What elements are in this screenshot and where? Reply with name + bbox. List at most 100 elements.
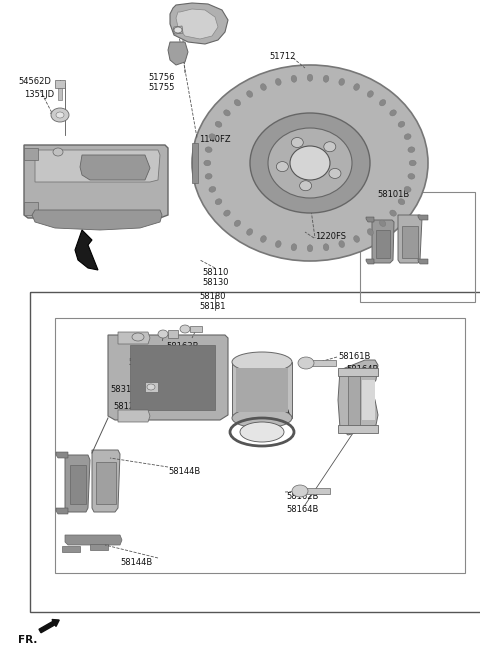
Ellipse shape xyxy=(276,161,288,172)
Ellipse shape xyxy=(367,91,373,97)
Ellipse shape xyxy=(323,244,329,251)
Ellipse shape xyxy=(339,79,345,85)
Polygon shape xyxy=(80,155,150,180)
Text: 58164B: 58164B xyxy=(346,365,378,374)
Polygon shape xyxy=(338,425,378,433)
Ellipse shape xyxy=(51,108,69,122)
Polygon shape xyxy=(418,259,428,264)
Ellipse shape xyxy=(250,113,370,213)
Polygon shape xyxy=(70,465,86,504)
Ellipse shape xyxy=(339,241,345,247)
Ellipse shape xyxy=(147,384,155,390)
Ellipse shape xyxy=(291,75,297,82)
Ellipse shape xyxy=(132,333,144,341)
Ellipse shape xyxy=(224,110,230,116)
Ellipse shape xyxy=(268,128,352,198)
Ellipse shape xyxy=(408,147,415,152)
Text: FR.: FR. xyxy=(18,635,37,645)
Polygon shape xyxy=(232,362,292,418)
Polygon shape xyxy=(168,42,188,65)
Ellipse shape xyxy=(292,485,308,497)
Text: 58144B: 58144B xyxy=(168,467,200,476)
Polygon shape xyxy=(192,143,198,183)
Ellipse shape xyxy=(300,180,312,191)
Ellipse shape xyxy=(390,110,396,116)
Ellipse shape xyxy=(408,174,415,179)
Polygon shape xyxy=(170,3,228,44)
Ellipse shape xyxy=(409,160,416,166)
Polygon shape xyxy=(56,508,68,514)
Polygon shape xyxy=(96,462,116,504)
Ellipse shape xyxy=(298,357,314,369)
Polygon shape xyxy=(366,259,374,264)
Polygon shape xyxy=(338,368,378,376)
Ellipse shape xyxy=(232,352,292,372)
Ellipse shape xyxy=(354,236,360,242)
Ellipse shape xyxy=(205,174,212,179)
Polygon shape xyxy=(35,150,160,182)
Text: 58163B: 58163B xyxy=(166,342,199,351)
Ellipse shape xyxy=(215,199,222,205)
Polygon shape xyxy=(118,410,150,422)
Ellipse shape xyxy=(323,75,329,82)
Ellipse shape xyxy=(307,74,313,81)
Ellipse shape xyxy=(329,169,341,178)
Ellipse shape xyxy=(261,84,266,91)
Polygon shape xyxy=(402,226,418,258)
Ellipse shape xyxy=(234,220,240,226)
Polygon shape xyxy=(376,230,390,258)
Ellipse shape xyxy=(205,147,212,152)
Text: 58110
58130: 58110 58130 xyxy=(202,268,228,287)
Polygon shape xyxy=(108,335,228,420)
Ellipse shape xyxy=(390,210,396,216)
Ellipse shape xyxy=(247,229,252,236)
Ellipse shape xyxy=(404,134,411,140)
Ellipse shape xyxy=(224,210,230,216)
Polygon shape xyxy=(372,220,394,263)
Ellipse shape xyxy=(53,148,63,156)
Ellipse shape xyxy=(379,220,386,226)
Bar xyxy=(55,318,465,573)
FancyArrow shape xyxy=(39,619,59,633)
Ellipse shape xyxy=(240,422,284,442)
Ellipse shape xyxy=(234,100,240,106)
Polygon shape xyxy=(362,380,375,420)
Ellipse shape xyxy=(174,27,182,33)
Polygon shape xyxy=(75,230,98,270)
Ellipse shape xyxy=(398,199,405,205)
Polygon shape xyxy=(130,345,215,410)
Ellipse shape xyxy=(404,186,411,192)
Polygon shape xyxy=(90,544,108,550)
Ellipse shape xyxy=(291,244,297,251)
Ellipse shape xyxy=(379,100,386,106)
Text: 51712: 51712 xyxy=(270,52,296,61)
Ellipse shape xyxy=(215,121,222,127)
Polygon shape xyxy=(55,80,65,88)
Polygon shape xyxy=(58,88,62,100)
Ellipse shape xyxy=(276,79,281,85)
Text: 58180
58181: 58180 58181 xyxy=(200,292,226,312)
Ellipse shape xyxy=(192,65,428,261)
Polygon shape xyxy=(338,360,378,435)
Polygon shape xyxy=(24,202,38,215)
Polygon shape xyxy=(398,215,422,263)
Text: 58144B: 58144B xyxy=(120,558,152,567)
Text: 1220FS: 1220FS xyxy=(315,232,346,241)
Text: 58112: 58112 xyxy=(236,375,262,384)
Bar xyxy=(360,192,475,302)
Ellipse shape xyxy=(209,186,216,192)
Ellipse shape xyxy=(180,325,190,333)
Ellipse shape xyxy=(290,146,330,180)
Text: 58164B: 58164B xyxy=(286,505,318,514)
Ellipse shape xyxy=(324,142,336,152)
Ellipse shape xyxy=(307,245,313,252)
Polygon shape xyxy=(92,450,120,512)
Text: 58125F: 58125F xyxy=(113,402,144,411)
Polygon shape xyxy=(56,452,68,458)
Ellipse shape xyxy=(158,330,168,338)
Text: 58162B: 58162B xyxy=(286,492,318,501)
Text: 58114A: 58114A xyxy=(258,408,290,417)
Polygon shape xyxy=(303,488,330,494)
Polygon shape xyxy=(32,210,162,230)
Bar xyxy=(30,292,480,612)
